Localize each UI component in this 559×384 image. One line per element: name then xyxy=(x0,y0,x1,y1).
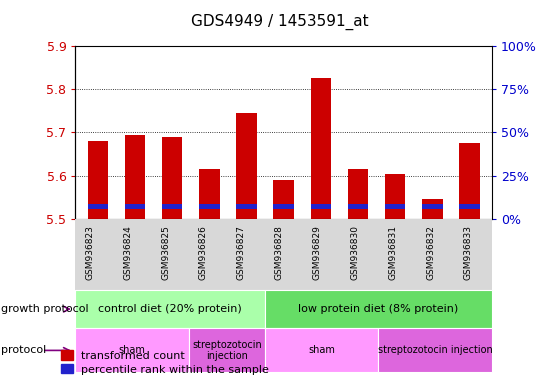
Text: GSM936829: GSM936829 xyxy=(312,225,321,280)
Legend: transformed count, percentile rank within the sample: transformed count, percentile rank withi… xyxy=(61,350,269,375)
Bar xyxy=(385,204,405,209)
Text: GSM936831: GSM936831 xyxy=(389,225,397,280)
Text: sham: sham xyxy=(308,345,335,356)
Bar xyxy=(88,204,108,209)
Text: protocol: protocol xyxy=(1,345,46,356)
Text: low protein diet (8% protein): low protein diet (8% protein) xyxy=(298,304,458,314)
Bar xyxy=(311,204,331,209)
Text: GSM936833: GSM936833 xyxy=(464,225,473,280)
Text: GSM936832: GSM936832 xyxy=(426,225,435,280)
Text: GSM936824: GSM936824 xyxy=(123,225,132,280)
Bar xyxy=(273,204,294,209)
Bar xyxy=(311,78,331,219)
Text: GSM936830: GSM936830 xyxy=(350,225,359,280)
Bar xyxy=(236,204,257,209)
Bar xyxy=(459,204,480,209)
Text: growth protocol: growth protocol xyxy=(1,304,88,314)
Text: GSM936825: GSM936825 xyxy=(161,225,170,280)
Bar xyxy=(422,199,443,219)
Bar xyxy=(385,174,405,219)
Bar xyxy=(199,204,220,209)
Text: GDS4949 / 1453591_at: GDS4949 / 1453591_at xyxy=(191,13,368,30)
Bar xyxy=(88,141,108,219)
Bar xyxy=(459,143,480,219)
Bar xyxy=(162,204,182,209)
Text: sham: sham xyxy=(119,345,146,356)
Text: GSM936828: GSM936828 xyxy=(274,225,284,280)
Bar xyxy=(273,180,294,219)
Bar xyxy=(125,204,145,209)
Text: streptozotocin injection: streptozotocin injection xyxy=(378,345,492,356)
Bar xyxy=(348,169,368,219)
Text: GSM936823: GSM936823 xyxy=(86,225,94,280)
Bar xyxy=(125,135,145,219)
Bar xyxy=(162,137,182,219)
Bar xyxy=(236,113,257,219)
Text: GSM936826: GSM936826 xyxy=(199,225,208,280)
Text: GSM936827: GSM936827 xyxy=(237,225,246,280)
Bar xyxy=(422,204,443,209)
Text: streptozotocin
injection: streptozotocin injection xyxy=(192,339,262,361)
Bar xyxy=(199,169,220,219)
Bar xyxy=(348,204,368,209)
Text: control diet (20% protein): control diet (20% protein) xyxy=(98,304,242,314)
